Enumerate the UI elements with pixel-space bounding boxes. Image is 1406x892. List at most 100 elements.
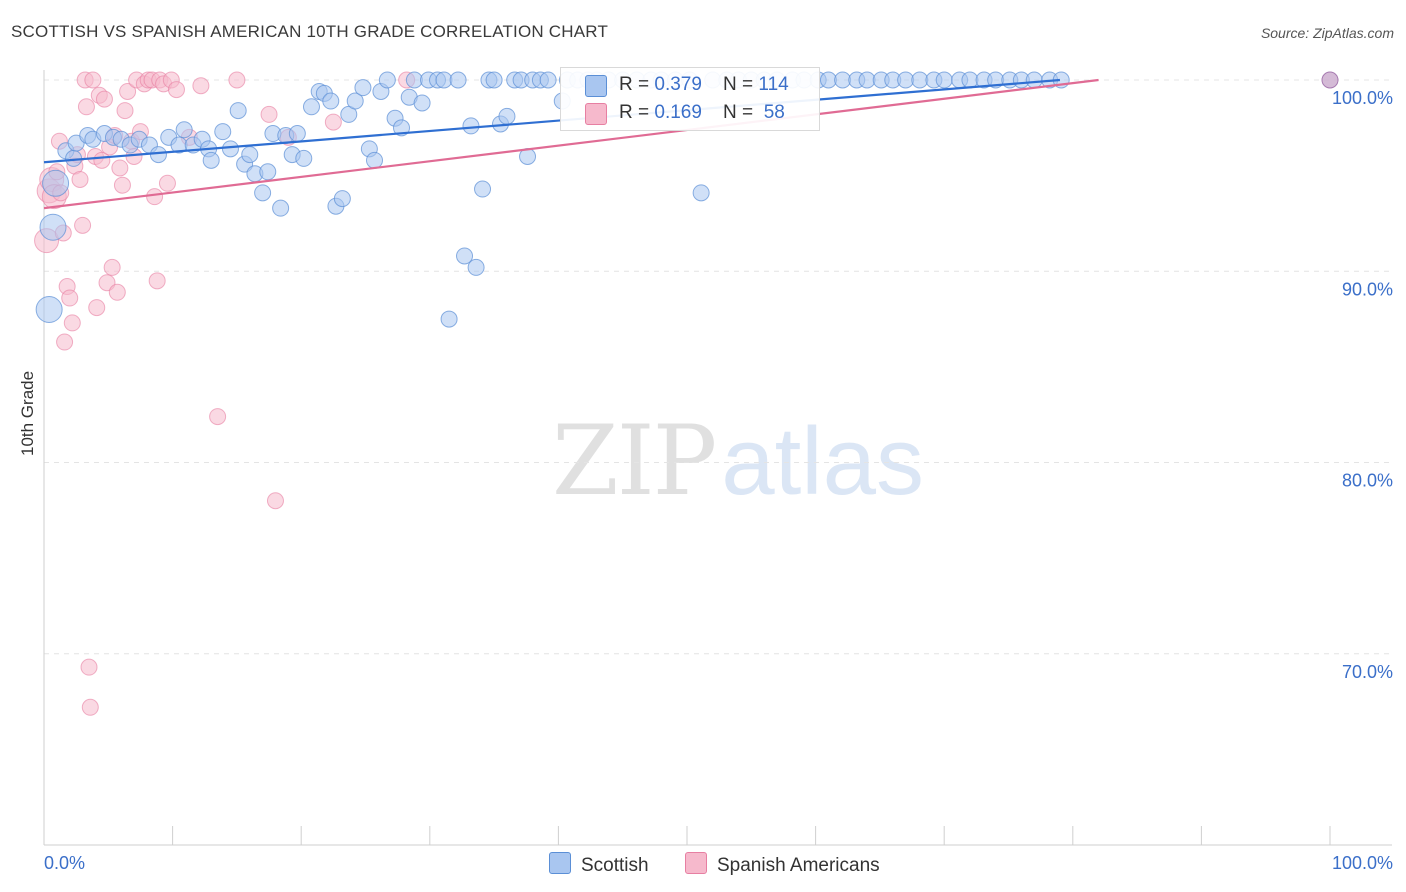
- scottish-point: [935, 71, 953, 89]
- scottish-point: [175, 121, 193, 139]
- n-value: 58: [758, 102, 785, 123]
- scottish-point: [39, 213, 67, 241]
- scottish-point: [333, 190, 351, 208]
- scottish-point: [539, 71, 557, 89]
- y-tick-label: 70.0%: [1342, 662, 1393, 682]
- n-label: N =: [723, 74, 759, 95]
- scottish-point: [819, 71, 837, 89]
- scottish-point: [254, 184, 272, 202]
- scottish-point: [1025, 71, 1043, 89]
- spanish-american-point: [167, 81, 185, 99]
- scottish-point: [202, 151, 220, 169]
- spanish-american-point: [77, 98, 95, 116]
- scottish-point: [405, 71, 423, 89]
- spanish-american-point: [61, 289, 79, 307]
- trend-lines: [43, 78, 1099, 210]
- scottish-point: [961, 71, 979, 89]
- scottish-point: [302, 98, 320, 116]
- scottish-point: [322, 92, 340, 110]
- spanish-americans-trend-line: [43, 78, 1099, 210]
- spanish-american-point: [266, 492, 284, 510]
- scottish-point: [42, 169, 70, 197]
- scottish-point: [295, 149, 313, 167]
- scottish-point: [897, 71, 915, 89]
- scottish-point: [911, 71, 929, 89]
- watermark-zip: ZIP: [552, 405, 717, 517]
- scottish-point: [272, 199, 290, 217]
- scottish-point: [449, 71, 467, 89]
- x-tick-label: 100.0%: [1332, 853, 1393, 873]
- legend-item-spanish-americans[interactable]: Spanish Americans: [685, 852, 880, 877]
- scottish-point: [692, 184, 710, 202]
- spanish-american-point: [84, 71, 102, 89]
- scottish-point: [149, 146, 167, 164]
- overlap-point: [1321, 71, 1339, 89]
- axes: [43, 70, 1392, 846]
- spanish-american-point: [324, 113, 342, 131]
- legend-item-scottish[interactable]: Scottish: [549, 852, 649, 877]
- spanish-american-point: [116, 102, 134, 120]
- watermark-atlas: atlas: [721, 408, 924, 515]
- scottish-trend-line: [43, 78, 1061, 164]
- spanish-american-point: [63, 314, 81, 332]
- scottish-point: [462, 117, 480, 135]
- n-label: N =: [723, 102, 759, 123]
- n-value: 114: [758, 74, 789, 95]
- scottish-legend-swatch: [549, 852, 571, 874]
- spanish-american-point: [80, 658, 98, 676]
- spanish-american-point: [260, 105, 278, 123]
- scottish-point: [214, 123, 232, 141]
- spanish-american-point: [71, 170, 89, 188]
- x-tick-label: 0.0%: [44, 853, 85, 873]
- scottish-point: [474, 180, 492, 198]
- scottish-point: [858, 71, 876, 89]
- tick-labels: 100.0% 90.0% 80.0% 70.0% 0.0% 100.0%: [44, 88, 1393, 873]
- spanish-american-point: [148, 272, 166, 290]
- spanish-american-point: [209, 408, 227, 426]
- spanish-american-point: [103, 258, 121, 276]
- y-tick-label: 90.0%: [1342, 279, 1393, 299]
- scottish-legend-label: Scottish: [581, 855, 649, 876]
- y-tick-label: 80.0%: [1342, 471, 1393, 491]
- r-value: 0.379: [654, 74, 702, 95]
- spanish-american-point: [113, 176, 131, 194]
- scottish-point: [288, 125, 306, 143]
- scottish-point: [393, 119, 411, 137]
- scottish-point: [241, 146, 259, 164]
- source-label: Source: ZipAtlas.com: [1260, 25, 1394, 41]
- scottish-point: [498, 107, 516, 125]
- spanish-american-point: [158, 174, 176, 192]
- spanish-american-point: [111, 159, 129, 177]
- spanish-american-point: [88, 299, 106, 317]
- r-label: R =: [619, 74, 655, 95]
- spanish-american-point: [192, 77, 210, 95]
- scottish-point: [354, 79, 372, 97]
- scottish-point: [435, 71, 453, 89]
- r-value: 0.169: [654, 102, 702, 123]
- scottish-point: [35, 296, 63, 323]
- scottish-point: [229, 102, 247, 120]
- scottish-swatch: [585, 75, 607, 97]
- scottish-point: [467, 258, 485, 276]
- scottish-point: [485, 71, 503, 89]
- spanish-american-point: [56, 333, 74, 351]
- chart-title: SCOTTISH VS SPANISH AMERICAN 10TH GRADE …: [11, 22, 609, 41]
- scottish-point: [346, 92, 364, 110]
- spanish-american-point: [108, 283, 126, 301]
- scottish-point: [413, 94, 431, 112]
- spanish-american-point: [81, 698, 99, 716]
- spanish-americans-legend-label: Spanish Americans: [717, 855, 880, 876]
- spanish-american-point: [74, 216, 92, 234]
- scottish-point: [456, 247, 474, 265]
- scottish-point: [378, 71, 396, 89]
- scottish-point: [259, 163, 277, 181]
- zipatlas-watermark: ZIPatlas: [552, 405, 924, 517]
- scottish-point: [221, 140, 239, 158]
- y-tick-label: 100.0%: [1332, 88, 1393, 108]
- spanish-american-points: [34, 71, 416, 716]
- correlation-legend: R = 0.379 N = 114 R = 0.169 N = 58: [560, 67, 820, 131]
- spanish-american-point: [228, 71, 246, 89]
- scottish-point: [834, 71, 852, 89]
- spanish-american-point: [119, 82, 137, 100]
